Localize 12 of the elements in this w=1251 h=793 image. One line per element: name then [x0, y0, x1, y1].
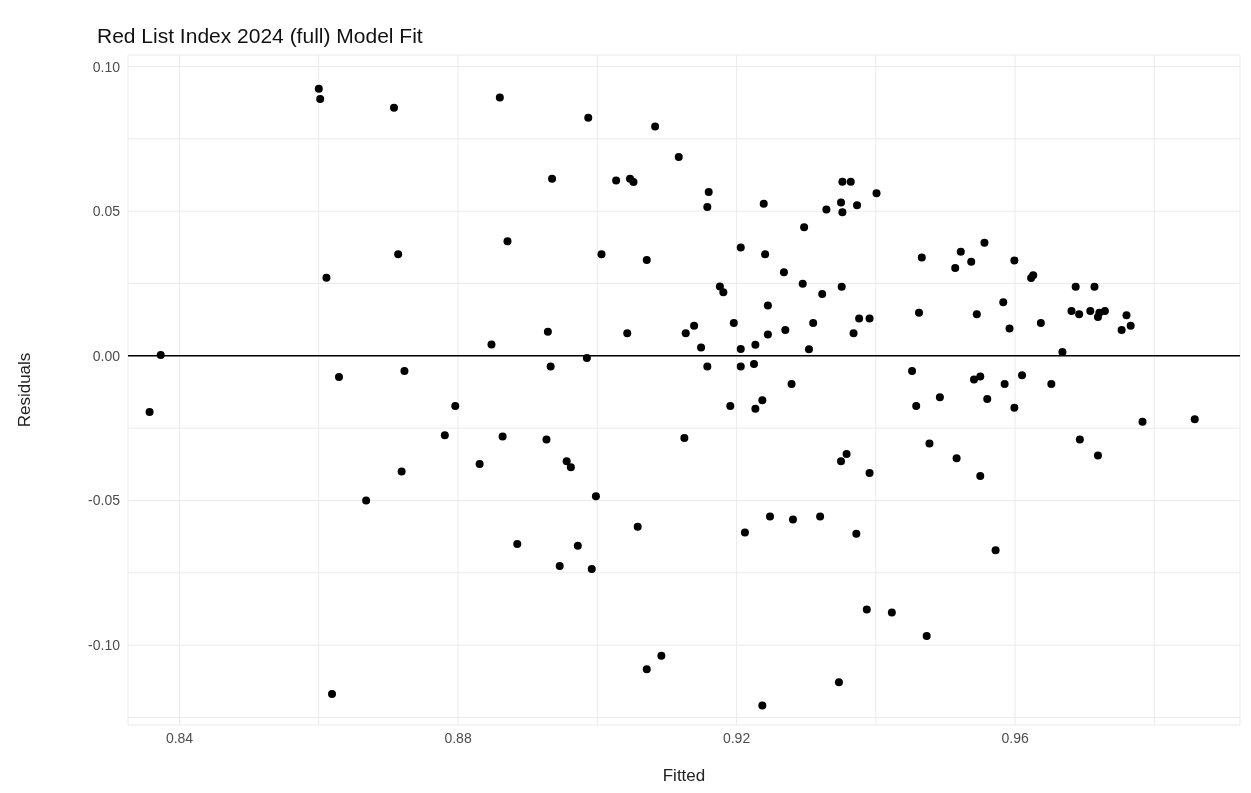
x-tick-label: 0.84	[165, 729, 194, 746]
y-tick-label: 0.00	[92, 347, 121, 364]
x-tick-label: 0.92	[722, 729, 751, 746]
y-tick-label: -0.10	[88, 637, 121, 654]
chart-title: Red List Index 2024 (full) Model Fit	[97, 24, 423, 48]
y-tick-label: 0.05	[92, 203, 121, 220]
x-axis-title: Fitted	[662, 766, 706, 785]
y-tick-label: 0.10	[92, 58, 121, 75]
x-tick-label: 0.96	[1001, 729, 1029, 746]
x-tick-label: 0.88	[444, 729, 472, 746]
y-axis-title: Residuals	[15, 352, 35, 428]
y-tick-label: -0.05	[88, 492, 121, 509]
